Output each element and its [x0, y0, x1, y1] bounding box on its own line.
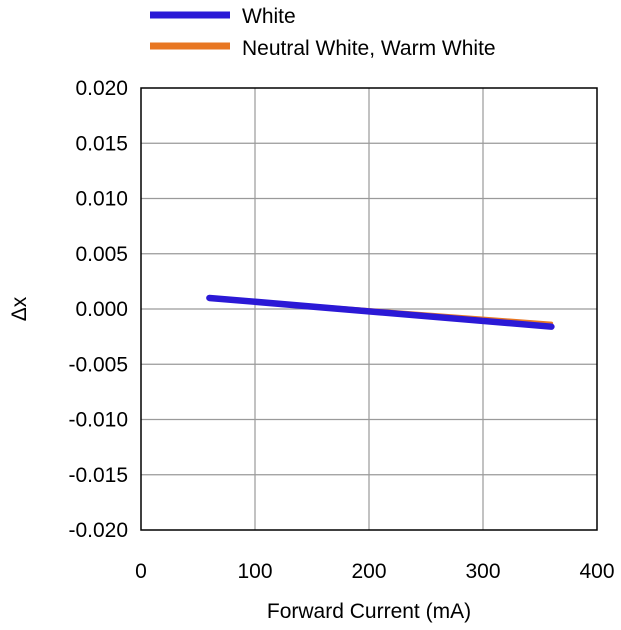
plot-area-frame [140, 87, 598, 531]
x-tick-label: 300 [465, 560, 500, 583]
y-axis-label: Δx [8, 296, 31, 321]
x-tick-label: 0 [135, 560, 147, 583]
x-tick-labels: 0 100 200 300 400 [135, 560, 614, 583]
series-line-white [206, 294, 555, 330]
y-tick-label: -0.015 [68, 464, 128, 487]
series-layer [206, 294, 555, 330]
y-tick-label: 0.020 [75, 77, 128, 100]
y-tick-label: -0.010 [68, 409, 128, 432]
x-axis-label: Forward Current (mA) [267, 600, 471, 623]
legend: White Neutral White, Warm White [150, 5, 496, 60]
y-tick-label: 0.000 [75, 298, 128, 321]
legend-label-white: White [242, 5, 296, 28]
y-tick-labels: 0.020 0.015 0.010 0.005 0.000 -0.005 -0.010 -0.… [68, 77, 128, 542]
x-tick-label: 400 [579, 560, 614, 583]
y-tick-label: 0.005 [75, 243, 128, 266]
legend-label-neutral-warm-white: Neutral White, Warm White [242, 37, 496, 60]
y-tick-label: 0.010 [75, 188, 128, 211]
y-tick-label: -0.020 [68, 519, 128, 542]
x-tick-label: 200 [351, 560, 386, 583]
x-tick-label: 100 [237, 560, 272, 583]
y-tick-label: -0.005 [68, 353, 128, 376]
y-tick-label: 0.015 [75, 132, 128, 155]
